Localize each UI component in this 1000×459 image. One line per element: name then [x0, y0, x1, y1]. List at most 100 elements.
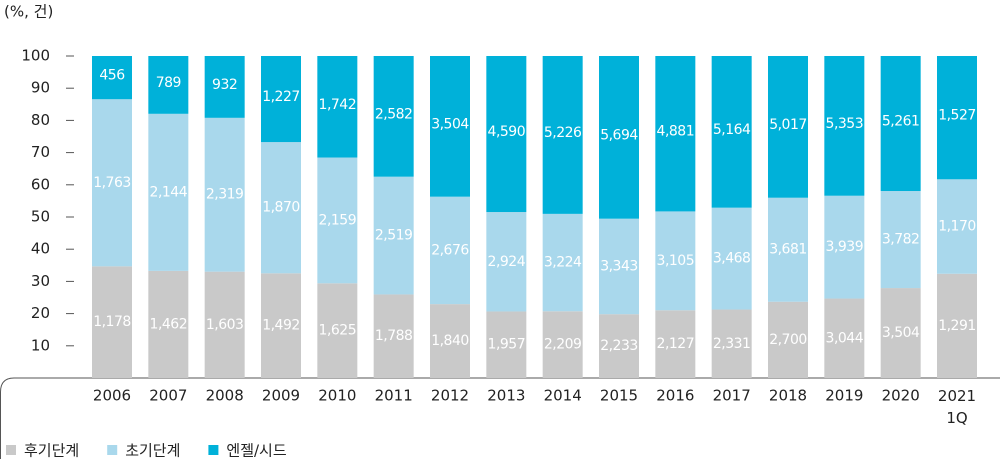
x-tick-label: 2009: [262, 387, 300, 405]
value-label: 2,233: [600, 338, 638, 354]
value-label: 4,590: [488, 124, 526, 140]
value-label: 1,227: [262, 89, 300, 105]
value-label: 1,170: [938, 219, 976, 235]
value-label: 2,519: [375, 228, 413, 244]
value-label: 5,694: [600, 127, 638, 143]
bar-segment: [599, 218, 639, 315]
y-tick-label: 40: [31, 240, 50, 258]
x-tick-label: 2010: [318, 387, 356, 405]
bar-segment: [824, 195, 865, 299]
bar-segment: [204, 117, 245, 272]
value-label: 2,331: [713, 336, 751, 352]
bar-segment: [599, 56, 639, 219]
bar-segment: [880, 56, 921, 192]
bar-segment: [711, 56, 752, 208]
bar-segment: [486, 212, 527, 312]
value-label: 456: [99, 68, 125, 84]
y-tick-label: 90: [31, 79, 50, 97]
value-label: 3,343: [600, 258, 638, 274]
bar-segment: [148, 56, 189, 114]
value-label: 932: [212, 77, 237, 93]
bar-segment: [373, 294, 414, 378]
y-tick-label: 10: [31, 336, 50, 354]
bar-segment: [317, 157, 358, 284]
value-label: 1,763: [93, 175, 131, 191]
x-tick-label: 2012: [431, 387, 469, 405]
bar-segment: [261, 56, 301, 143]
x-tick-label: 2020: [882, 387, 920, 405]
value-label: 1,492: [262, 318, 300, 334]
bar-segment: [148, 270, 189, 378]
bar-segment: [655, 310, 696, 378]
bar-segment: [261, 273, 301, 378]
value-label: 2,676: [431, 242, 469, 258]
value-label: 4,881: [657, 124, 695, 140]
value-label: 1,742: [319, 97, 357, 113]
bar-segment: [542, 213, 583, 312]
legend-label: 초기단계: [125, 442, 180, 459]
value-label: 3,224: [544, 255, 582, 271]
bar-segment: [317, 283, 358, 378]
value-label: 1,462: [150, 316, 188, 332]
value-label: 1,840: [431, 333, 469, 349]
x-tick-label: 2021 1Q: [938, 387, 976, 427]
value-label: 2,319: [206, 187, 244, 203]
x-tick-label-line: 2021: [938, 387, 976, 405]
bar-segment: [373, 56, 414, 177]
bar-segment: [204, 56, 245, 118]
y-tick-label: 20: [31, 304, 50, 322]
value-label: 1,291: [938, 318, 976, 334]
value-label: 1,788: [375, 328, 413, 344]
bar-segment: [768, 56, 808, 198]
bar-segment: [655, 56, 696, 212]
x-tick-label: 2017: [713, 387, 751, 405]
bar-segment: [148, 113, 189, 271]
value-label: 2,209: [544, 337, 582, 353]
value-label: 1,870: [262, 200, 300, 216]
unit-label: (%, 건): [4, 3, 53, 21]
value-label: 2,700: [769, 332, 807, 348]
bar-segment: [204, 271, 245, 378]
legend-swatch: [107, 445, 118, 455]
value-label: 789: [156, 75, 181, 91]
x-tick-label: 2014: [544, 387, 582, 405]
value-label: 5,353: [826, 116, 864, 132]
bar-segment: [92, 99, 132, 267]
x-tick-label: 2016: [656, 387, 694, 405]
legend-swatch: [208, 445, 219, 455]
value-label: 2,924: [488, 254, 526, 270]
bar-segment: [486, 311, 527, 378]
x-tick-label: 2013: [487, 387, 525, 405]
bar-segment: [824, 298, 865, 378]
bar-segment: [92, 266, 132, 378]
bar-segment: [430, 56, 470, 197]
bar-segment: [92, 56, 132, 100]
x-tick-label: 2011: [375, 387, 413, 405]
bar-segment: [542, 311, 583, 378]
value-label: 1,527: [938, 108, 976, 124]
frame-line: [0, 377, 1000, 459]
x-tick-label: 2008: [206, 387, 244, 405]
value-label: 3,468: [713, 251, 751, 267]
legend-label: 엔젤/시드: [226, 442, 286, 459]
value-label: 2,159: [319, 212, 357, 228]
bar-segment: [542, 56, 583, 214]
bar-segment: [599, 314, 639, 378]
bar-segment: [486, 56, 527, 213]
bar-segment: [768, 197, 808, 302]
value-label: 2,127: [657, 336, 695, 352]
value-label: 5,226: [544, 125, 582, 141]
y-tick-label: 50: [31, 208, 50, 226]
bar-segment: [937, 179, 977, 274]
value-label: 3,939: [826, 239, 864, 255]
value-label: 3,105: [657, 253, 695, 269]
value-label: 3,504: [882, 325, 920, 341]
bar-segment: [711, 207, 752, 310]
y-tick-label: 100: [21, 47, 50, 65]
value-label: 2,582: [375, 106, 413, 122]
x-tick-label: 2015: [600, 387, 638, 405]
bar-segment: [317, 56, 358, 158]
bar-segment: [655, 211, 696, 311]
bar-segment: [768, 301, 808, 378]
